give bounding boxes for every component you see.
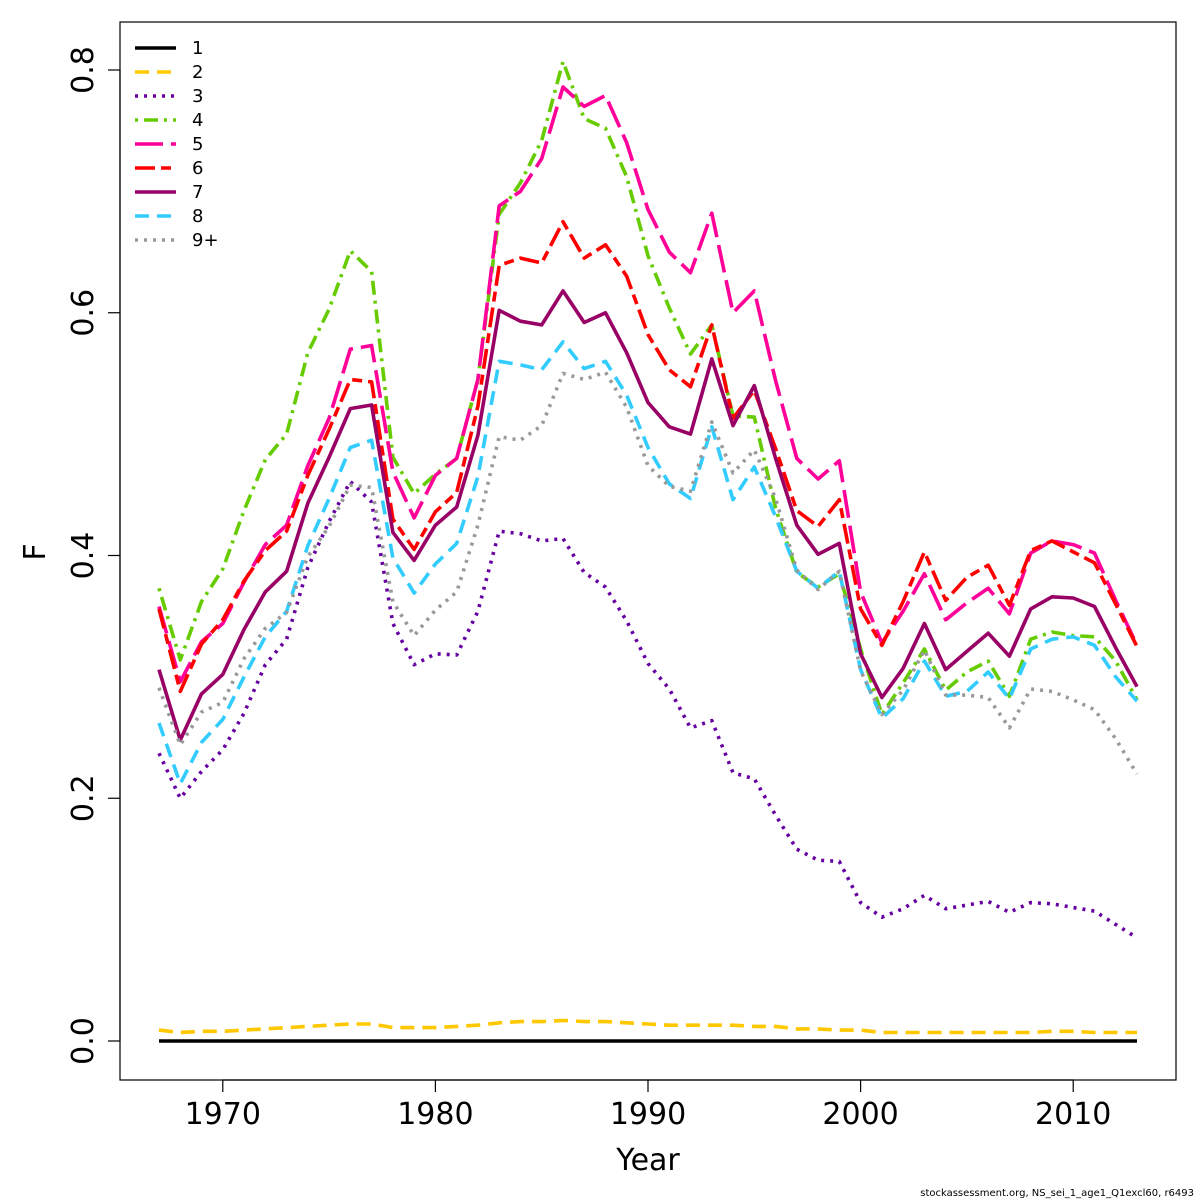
series-line-5 <box>157 85 1139 684</box>
series-lines <box>157 59 1139 1043</box>
series-line-7 <box>157 289 1139 742</box>
y-axis-title: F <box>18 543 53 560</box>
legend-label: 3 <box>192 86 203 107</box>
footer-credit: stockassessment.org, NS_sei_1_age1_Q1exc… <box>920 1188 1194 1199</box>
legend-label: 7 <box>192 182 203 203</box>
x-axis: 1970 1980 1990 2000 2010 <box>185 1079 1111 1132</box>
y-tick-label: 0.6 <box>66 289 101 337</box>
y-tick-label: 0.8 <box>66 46 101 94</box>
y-tick-label: 0.0 <box>66 1017 101 1065</box>
y-tick-label: 0.4 <box>66 532 101 580</box>
series-line-8 <box>157 340 1139 786</box>
y-tick-label: 0.2 <box>66 774 101 822</box>
y-axis: 0.0 0.2 0.4 0.6 0.8 <box>66 46 121 1065</box>
legend-label: 9+ <box>192 230 219 251</box>
legend-label: 8 <box>192 206 203 227</box>
x-tick-label: 2000 <box>822 1097 898 1132</box>
x-tick-label: 1980 <box>397 1097 473 1132</box>
legend-label: 6 <box>192 158 203 179</box>
series-line-2 <box>158 1018 1137 1035</box>
x-axis-title: Year <box>615 1143 680 1178</box>
legend: 1 2 3 4 5 6 7 8 9+ <box>135 38 219 251</box>
series-line-3 <box>157 479 1138 940</box>
series-line-4 <box>157 59 1139 717</box>
series-line-6 <box>157 219 1139 694</box>
legend-label: 5 <box>192 134 203 155</box>
legend-label: 4 <box>192 110 203 131</box>
x-tick-label: 1990 <box>610 1097 686 1132</box>
legend-label: 2 <box>192 62 203 83</box>
x-tick-label: 2010 <box>1035 1097 1111 1132</box>
legend-label: 1 <box>192 38 203 59</box>
x-tick-label: 1970 <box>185 1097 261 1132</box>
series-line-9plus <box>157 370 1139 775</box>
